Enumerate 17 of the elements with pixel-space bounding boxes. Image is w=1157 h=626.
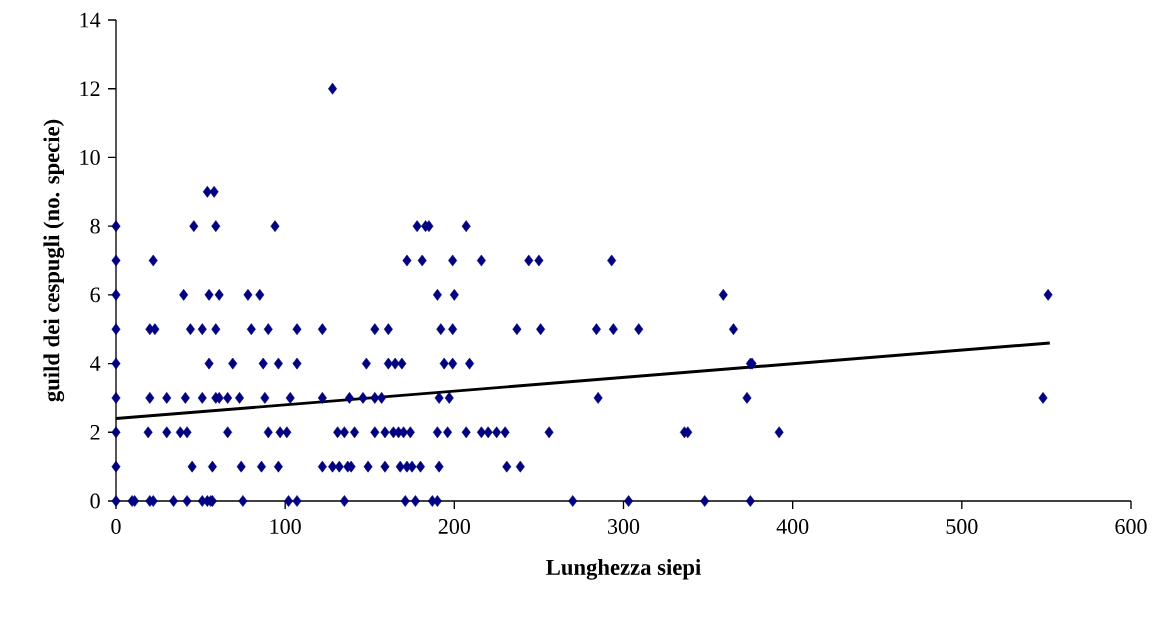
y-tick-label: 12: [80, 81, 100, 96]
y-tick-label: 14: [80, 12, 101, 28]
y-tick-label: 6: [90, 287, 100, 303]
x-tick-label: 400: [776, 519, 809, 534]
x-tick-label: 500: [946, 519, 978, 534]
x-tick-label: 600: [1115, 519, 1147, 534]
y-tick-label: 10: [80, 150, 100, 165]
x-tick-label: 0: [111, 519, 121, 534]
x-tick-label: 100: [270, 519, 301, 534]
y-tick-label: 2: [90, 424, 100, 440]
y-tick-label: 0: [90, 493, 100, 509]
y-tick-label: 8: [90, 218, 100, 234]
x-axis-title: Lunghezza siepi: [546, 559, 701, 580]
y-axis-title: guild dei cespugli (no. specie): [43, 119, 65, 402]
y-tick-label: 4: [90, 356, 101, 371]
x-tick-label: 300: [608, 519, 640, 534]
x-tick-label: 200: [438, 519, 470, 534]
